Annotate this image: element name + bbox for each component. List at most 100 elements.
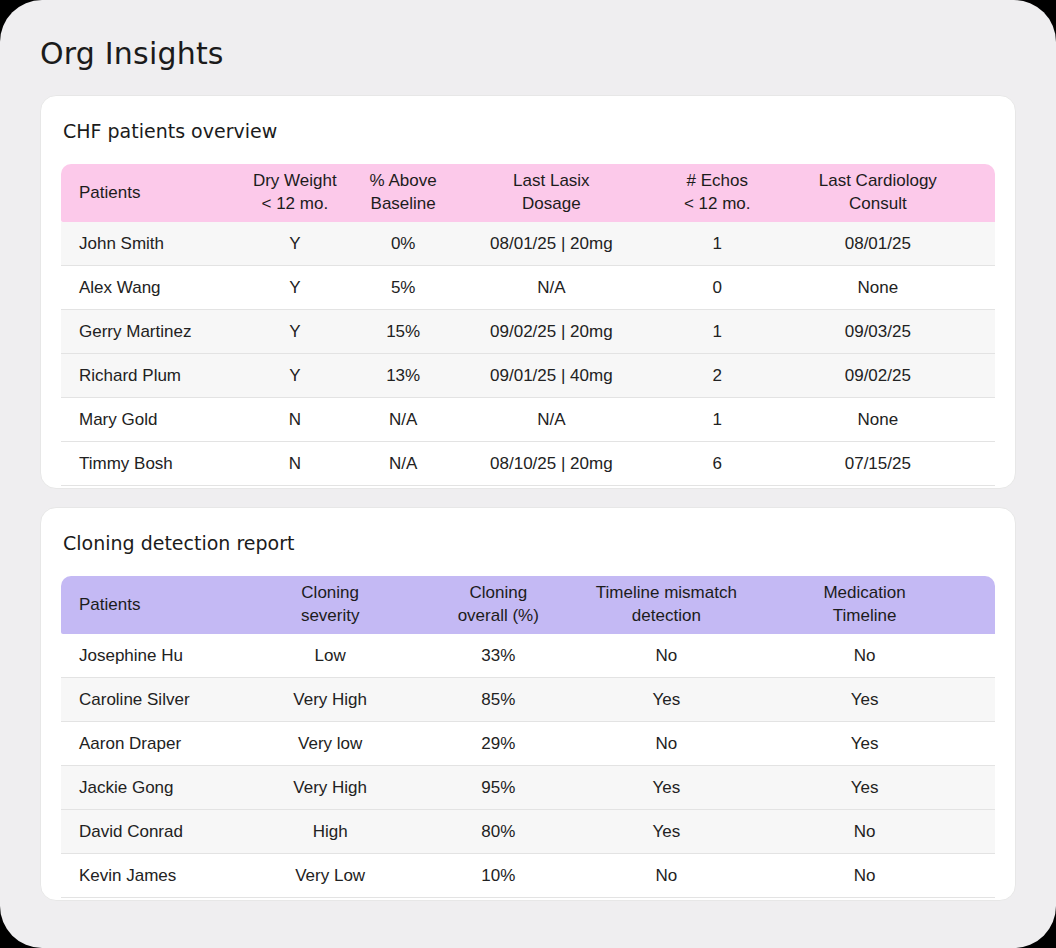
- table-row: Josephine HuLow33%NoNo: [61, 634, 995, 678]
- value-cell: Y: [246, 310, 343, 354]
- cloning-card-title: Cloning detection report: [63, 532, 995, 554]
- cloning-detection-table: PatientsCloning severityCloning overall …: [61, 576, 995, 898]
- table-row: John SmithY0%08/01/25 | 20mg108/01/25: [61, 222, 995, 266]
- value-cell: Yes: [565, 766, 768, 810]
- table-row: Timmy BoshNN/A08/10/25 | 20mg607/15/25: [61, 442, 995, 486]
- table-row: Gerry MartinezY15%09/02/25 | 20mg109/03/…: [61, 310, 995, 354]
- value-cell: 09/02/25 | 20mg: [463, 310, 640, 354]
- table-row: Aaron DraperVery low29%NoYes: [61, 722, 995, 766]
- value-cell: 09/02/25: [795, 354, 995, 398]
- value-cell: 0%: [343, 222, 462, 266]
- value-cell: Low: [228, 634, 431, 678]
- value-cell: Yes: [565, 678, 768, 722]
- patient-name-cell: Gerry Martinez: [61, 310, 246, 354]
- column-header: Timeline mismatch detection: [565, 576, 768, 634]
- value-cell: 1: [640, 310, 795, 354]
- column-header: Cloning severity: [228, 576, 431, 634]
- column-header: Patients: [61, 164, 246, 222]
- column-header: Last Cardiology Consult: [795, 164, 995, 222]
- column-header: Cloning overall (%): [432, 576, 565, 634]
- value-cell: Yes: [768, 766, 995, 810]
- value-cell: None: [795, 398, 995, 442]
- column-header: Medication Timeline: [768, 576, 995, 634]
- header-row: PatientsCloning severityCloning overall …: [61, 576, 995, 634]
- value-cell: No: [565, 722, 768, 766]
- column-header: Last Lasix Dosage: [463, 164, 640, 222]
- value-cell: 08/01/25 | 20mg: [463, 222, 640, 266]
- value-cell: 15%: [343, 310, 462, 354]
- value-cell: No: [768, 634, 995, 678]
- value-cell: N/A: [343, 398, 462, 442]
- value-cell: 1: [640, 398, 795, 442]
- value-cell: Y: [246, 222, 343, 266]
- patient-name-cell: Kevin James: [61, 854, 228, 898]
- value-cell: 2: [640, 354, 795, 398]
- chf-patients-table: PatientsDry Weight < 12 mo.% Above Basel…: [61, 164, 995, 486]
- value-cell: No: [565, 634, 768, 678]
- value-cell: 85%: [432, 678, 565, 722]
- table-row: David ConradHigh80%YesNo: [61, 810, 995, 854]
- value-cell: Y: [246, 266, 343, 310]
- patient-name-cell: John Smith: [61, 222, 246, 266]
- value-cell: 33%: [432, 634, 565, 678]
- patient-name-cell: David Conrad: [61, 810, 228, 854]
- value-cell: Yes: [565, 810, 768, 854]
- value-cell: 07/15/25: [795, 442, 995, 486]
- value-cell: N: [246, 398, 343, 442]
- value-cell: Yes: [768, 722, 995, 766]
- value-cell: 08/10/25 | 20mg: [463, 442, 640, 486]
- value-cell: High: [228, 810, 431, 854]
- patient-name-cell: Alex Wang: [61, 266, 246, 310]
- org-insights-page: Org Insights CHF patients overview Patie…: [0, 0, 1056, 948]
- chf-card-title: CHF patients overview: [63, 120, 995, 142]
- column-header: % Above Baseline: [343, 164, 462, 222]
- patient-name-cell: Jackie Gong: [61, 766, 228, 810]
- value-cell: N/A: [463, 266, 640, 310]
- table-row: Caroline SilverVery High85%YesYes: [61, 678, 995, 722]
- table-row: Alex WangY5%N/A0None: [61, 266, 995, 310]
- value-cell: Very low: [228, 722, 431, 766]
- patient-name-cell: Richard Plum: [61, 354, 246, 398]
- value-cell: Yes: [768, 678, 995, 722]
- value-cell: 5%: [343, 266, 462, 310]
- value-cell: None: [795, 266, 995, 310]
- value-cell: 95%: [432, 766, 565, 810]
- patient-name-cell: Aaron Draper: [61, 722, 228, 766]
- value-cell: 0: [640, 266, 795, 310]
- value-cell: No: [768, 810, 995, 854]
- column-header: Dry Weight < 12 mo.: [246, 164, 343, 222]
- table-row: Jackie GongVery High95%YesYes: [61, 766, 995, 810]
- table-row: Mary GoldNN/AN/A1None: [61, 398, 995, 442]
- value-cell: 6: [640, 442, 795, 486]
- value-cell: 09/01/25 | 40mg: [463, 354, 640, 398]
- column-header: Patients: [61, 576, 228, 634]
- value-cell: 13%: [343, 354, 462, 398]
- patient-name-cell: Mary Gold: [61, 398, 246, 442]
- value-cell: 80%: [432, 810, 565, 854]
- value-cell: 09/03/25: [795, 310, 995, 354]
- value-cell: Very Low: [228, 854, 431, 898]
- value-cell: 1: [640, 222, 795, 266]
- page-content: Org Insights CHF patients overview Patie…: [0, 0, 1056, 901]
- cloning-report-card: Cloning detection report PatientsCloning…: [40, 507, 1016, 901]
- value-cell: N/A: [343, 442, 462, 486]
- chf-overview-card: CHF patients overview PatientsDry Weight…: [40, 95, 1016, 489]
- value-cell: Y: [246, 354, 343, 398]
- page-title: Org Insights: [40, 36, 1016, 71]
- value-cell: Very High: [228, 766, 431, 810]
- value-cell: 10%: [432, 854, 565, 898]
- value-cell: 08/01/25: [795, 222, 995, 266]
- value-cell: No: [768, 854, 995, 898]
- header-row: PatientsDry Weight < 12 mo.% Above Basel…: [61, 164, 995, 222]
- value-cell: No: [565, 854, 768, 898]
- value-cell: Very High: [228, 678, 431, 722]
- column-header: # Echos < 12 mo.: [640, 164, 795, 222]
- table-row: Richard PlumY13%09/01/25 | 40mg209/02/25: [61, 354, 995, 398]
- patient-name-cell: Caroline Silver: [61, 678, 228, 722]
- value-cell: 29%: [432, 722, 565, 766]
- patient-name-cell: Josephine Hu: [61, 634, 228, 678]
- value-cell: N/A: [463, 398, 640, 442]
- value-cell: N: [246, 442, 343, 486]
- table-row: Kevin JamesVery Low10%NoNo: [61, 854, 995, 898]
- patient-name-cell: Timmy Bosh: [61, 442, 246, 486]
